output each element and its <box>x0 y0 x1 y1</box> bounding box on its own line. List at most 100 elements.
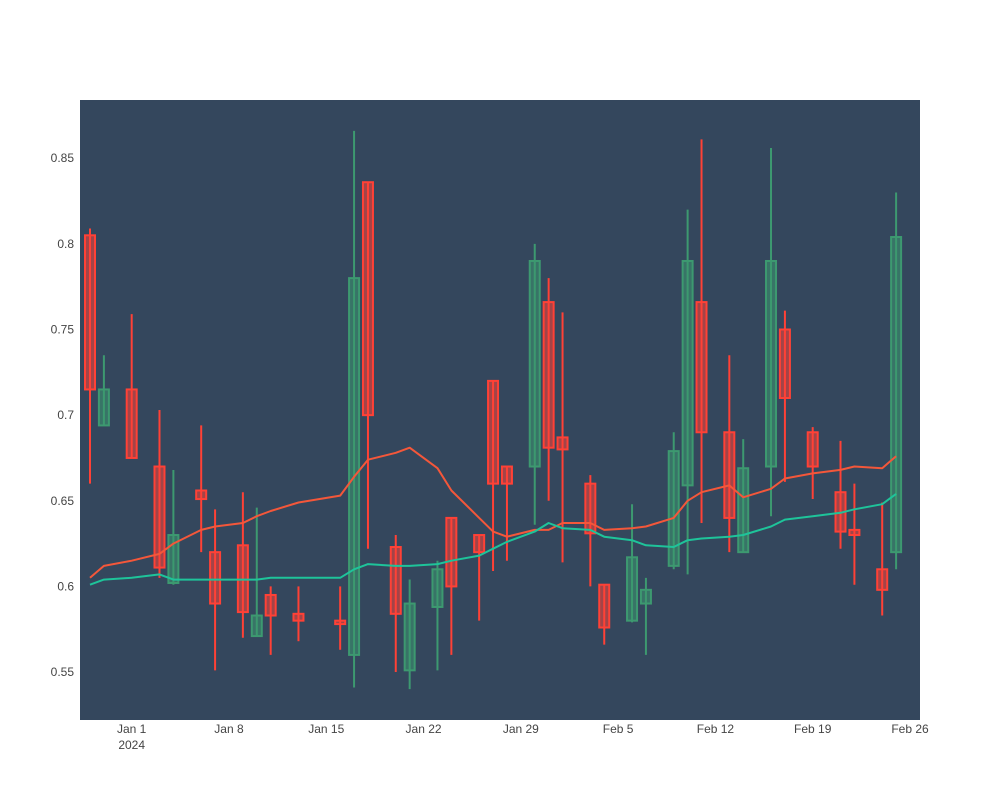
candle-body-decreasing <box>473 534 486 554</box>
candle[interactable] <box>84 228 96 484</box>
x-tick-label: Jan 15 <box>308 722 344 736</box>
candle-body-increasing <box>403 602 416 672</box>
candle-body-decreasing <box>153 465 166 569</box>
candle-body-increasing <box>528 259 541 468</box>
candle[interactable] <box>542 278 555 501</box>
candle[interactable] <box>361 181 374 549</box>
candle-body-increasing <box>348 277 361 656</box>
candle[interactable] <box>195 425 208 553</box>
candle[interactable] <box>125 314 138 459</box>
candle[interactable] <box>890 192 903 570</box>
y-tick-label: 0.85 <box>51 151 75 165</box>
candle[interactable] <box>334 586 347 650</box>
candle[interactable] <box>765 147 778 517</box>
candle[interactable] <box>97 355 110 427</box>
candle[interactable] <box>876 502 889 616</box>
y-tick-label: 0.8 <box>57 237 74 251</box>
candle-body-decreasing <box>500 465 513 485</box>
candle[interactable] <box>667 432 680 570</box>
candle[interactable] <box>598 583 611 645</box>
candle[interactable] <box>431 560 444 671</box>
candle[interactable] <box>209 509 222 671</box>
candle-body-decreasing <box>598 583 611 629</box>
candle[interactable] <box>723 355 736 553</box>
candle[interactable] <box>737 439 750 554</box>
candle[interactable] <box>639 577 652 655</box>
candle[interactable] <box>348 130 361 688</box>
candle-body-increasing <box>765 259 778 468</box>
x-tick-sublabel: 2024 <box>118 738 145 752</box>
candle-body-decreasing <box>542 301 555 449</box>
candle-body-increasing <box>431 568 444 608</box>
y-tick-label: 0.65 <box>51 494 75 508</box>
y-tick-label: 0.75 <box>51 323 75 337</box>
candle-body-decreasing <box>723 431 736 519</box>
candle[interactable] <box>778 310 791 482</box>
candle-body-increasing <box>737 467 750 554</box>
x-tick-label: Feb 5 <box>603 722 634 736</box>
x-tick-label: Feb 19 <box>794 722 832 736</box>
candle[interactable] <box>250 507 263 638</box>
candle[interactable] <box>445 516 458 655</box>
candle[interactable] <box>153 410 166 578</box>
candle-body-decreasing <box>778 328 791 400</box>
candle-body-decreasing <box>84 234 96 391</box>
y-tick-label: 0.7 <box>57 408 74 422</box>
candle-body-decreasing <box>292 612 305 622</box>
candle[interactable] <box>389 535 402 673</box>
candle-body-decreasing <box>695 301 708 434</box>
x-tick-label: Jan 22 <box>406 722 442 736</box>
moving-average-line-teal[interactable] <box>89 493 897 586</box>
candle[interactable] <box>403 579 416 690</box>
candle[interactable] <box>264 586 277 655</box>
y-tick-label: 0.6 <box>57 579 74 593</box>
candle-body-decreasing <box>556 436 569 451</box>
candle[interactable] <box>487 379 500 571</box>
moving-average-line-orange[interactable] <box>89 446 897 579</box>
candle[interactable] <box>167 469 180 585</box>
candle-body-decreasing <box>848 528 861 537</box>
x-tick-label: Jan 1 <box>117 722 147 736</box>
x-tick-label: Jan 29 <box>503 722 539 736</box>
candle-body-increasing <box>681 259 694 487</box>
y-tick-label: 0.55 <box>51 665 75 679</box>
candle-body-decreasing <box>445 516 458 588</box>
candle[interactable] <box>556 312 569 563</box>
candle-series <box>84 130 903 690</box>
candle-body-decreasing <box>487 379 500 485</box>
candle[interactable] <box>681 209 694 575</box>
candle[interactable] <box>500 465 513 561</box>
candle-body-increasing <box>639 588 652 605</box>
x-axis: Jan 1 2024 Jan 8 Jan 15 Jan 22 Jan 29 Feb 5 Feb… <box>117 722 929 752</box>
candle-body-decreasing <box>361 181 374 417</box>
candle-body-increasing <box>167 534 180 584</box>
candle-body-decreasing <box>584 482 597 535</box>
plot-background[interactable] <box>80 100 920 720</box>
candle[interactable] <box>848 483 861 585</box>
y-axis: 0.55 0.6 0.65 0.7 0.75 0.8 0.85 <box>51 151 75 679</box>
candle-body-decreasing <box>389 546 402 615</box>
x-tick-label: Feb 12 <box>697 722 735 736</box>
x-tick-label: Jan 8 <box>214 722 244 736</box>
candle[interactable] <box>473 534 486 621</box>
candle[interactable] <box>292 586 305 642</box>
candle-body-increasing <box>626 556 639 622</box>
candle-body-decreasing <box>334 619 347 626</box>
x-tick-label: Feb 26 <box>891 722 929 736</box>
candle-body-increasing <box>667 450 680 567</box>
overlay-lines <box>89 446 897 586</box>
candle-body-increasing <box>97 388 110 427</box>
candle-body-decreasing <box>806 431 819 468</box>
candle[interactable] <box>528 243 541 525</box>
candle[interactable] <box>806 427 819 500</box>
candle-body-decreasing <box>209 551 222 605</box>
candle[interactable] <box>695 139 708 524</box>
candle-body-decreasing <box>125 388 138 459</box>
candle-body-decreasing <box>264 593 277 617</box>
candle[interactable] <box>626 504 639 623</box>
candle-body-decreasing <box>876 568 889 591</box>
candle-body-increasing <box>890 236 903 554</box>
candle-body-decreasing <box>195 489 208 501</box>
